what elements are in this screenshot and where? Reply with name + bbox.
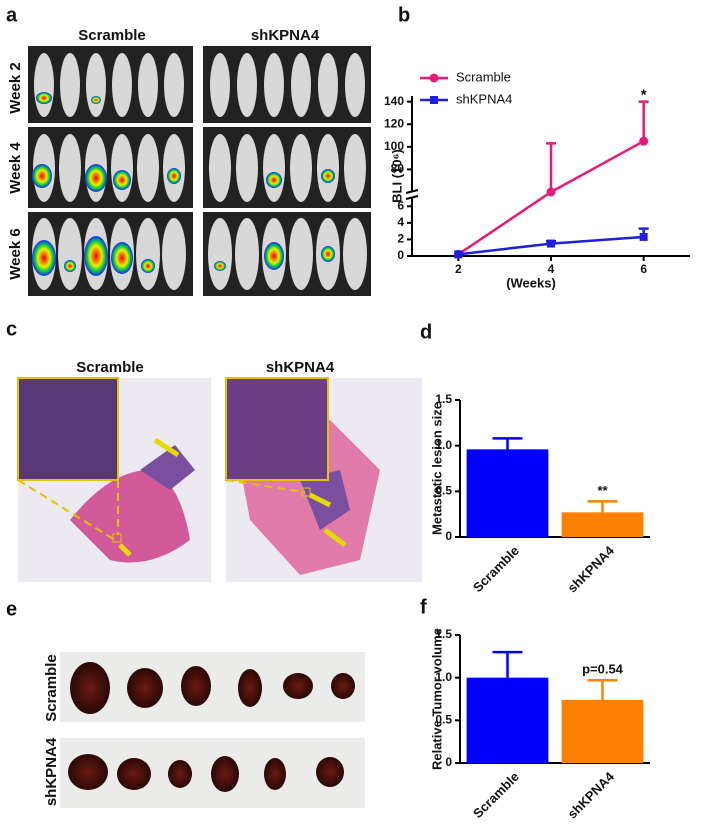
y-tick-label: 2: [397, 232, 404, 246]
group-header: Scramble: [76, 359, 144, 376]
row-label: shKPNA4: [43, 737, 60, 806]
x-tick-label: Scramble: [470, 769, 522, 821]
annotation: **: [597, 483, 608, 498]
legend-label: shKPNA4: [456, 91, 512, 106]
row-label: Scramble: [43, 654, 60, 722]
y-tick-label: 0.5: [435, 713, 452, 727]
x-tick-label: Scramble: [470, 543, 522, 595]
y-tick-label: 0: [445, 755, 452, 769]
panel-label: c: [6, 318, 17, 340]
y-tick-label: 0: [445, 529, 452, 543]
legend-label: Scramble: [456, 69, 511, 84]
x-tick-label: 6: [640, 262, 647, 276]
point: [454, 250, 463, 259]
y-tick-label: 1.0: [435, 670, 452, 684]
error-bar: [638, 100, 649, 142]
y-tick-label: 140: [384, 94, 404, 108]
x-tick-label: 4: [548, 262, 555, 276]
point: [547, 239, 555, 248]
panel-label: d: [420, 321, 432, 343]
row-label: Week 4: [7, 142, 24, 194]
panel-label: f: [420, 596, 427, 618]
group-header: shKPNA4: [251, 27, 320, 44]
annotation: p=0.54: [582, 662, 624, 677]
error-bar: [492, 650, 523, 678]
point: [546, 187, 556, 197]
legend-marker: [429, 73, 439, 83]
bli-images: [28, 46, 371, 296]
axis-break: [405, 189, 419, 200]
annotation: *: [641, 87, 647, 104]
row-label: Week 6: [7, 228, 24, 279]
y-tick-label: 6: [397, 198, 404, 212]
x-tick-label: 2: [455, 262, 462, 276]
y-axis-label: Relative Tumor volume: [429, 628, 444, 770]
bar: [466, 677, 549, 763]
y-tick-label: 120: [384, 116, 404, 130]
panel-label: e: [6, 598, 17, 620]
panel-label: a: [6, 4, 18, 26]
y-tick-label: 1.5: [435, 627, 452, 641]
y-tick-label: 80: [391, 162, 405, 176]
x-axis-label: (Weeks): [506, 275, 556, 290]
x-tick-label: shKPNA4: [565, 542, 618, 595]
bar: [466, 449, 549, 537]
y-axis-label: BLI (10⁶): [389, 149, 404, 203]
group-header: Scramble: [78, 27, 146, 44]
y-tick-label: 0: [397, 248, 404, 262]
y-tick-label: 0.5: [435, 484, 452, 498]
row-label: Week 2: [7, 62, 24, 113]
y-tick-label: 1.0: [435, 438, 452, 452]
tumor-images: [60, 652, 365, 808]
point: [639, 232, 648, 241]
point: [639, 136, 649, 146]
error-bar: [546, 142, 556, 192]
error-bar: [492, 437, 523, 450]
error-bar: [587, 678, 618, 700]
y-axis-label: Metastatic lesion size: [429, 402, 444, 535]
panel-label: b: [398, 4, 410, 26]
bar: [561, 512, 644, 537]
y-tick-label: 1.5: [435, 392, 452, 406]
y-tick-label: 4: [397, 215, 404, 229]
histology-images: [17, 377, 422, 582]
error-bar: [587, 500, 618, 513]
x-tick-label: shKPNA4: [565, 768, 618, 821]
y-tick-label: 100: [384, 139, 404, 153]
group-header: shKPNA4: [266, 359, 335, 376]
bar: [561, 699, 644, 763]
legend-marker: [430, 96, 438, 104]
